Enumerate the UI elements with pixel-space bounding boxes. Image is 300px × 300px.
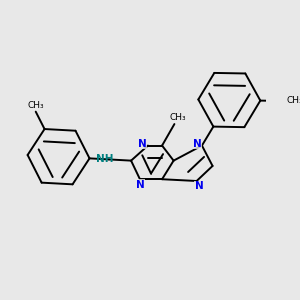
Text: N: N xyxy=(195,181,204,191)
Text: N: N xyxy=(136,179,144,190)
Text: N: N xyxy=(193,139,202,149)
Text: NH: NH xyxy=(96,154,113,164)
Text: CH₃: CH₃ xyxy=(169,113,186,122)
Text: N: N xyxy=(138,139,147,149)
Text: CH₃: CH₃ xyxy=(27,101,44,110)
Text: CH₃: CH₃ xyxy=(287,96,300,105)
